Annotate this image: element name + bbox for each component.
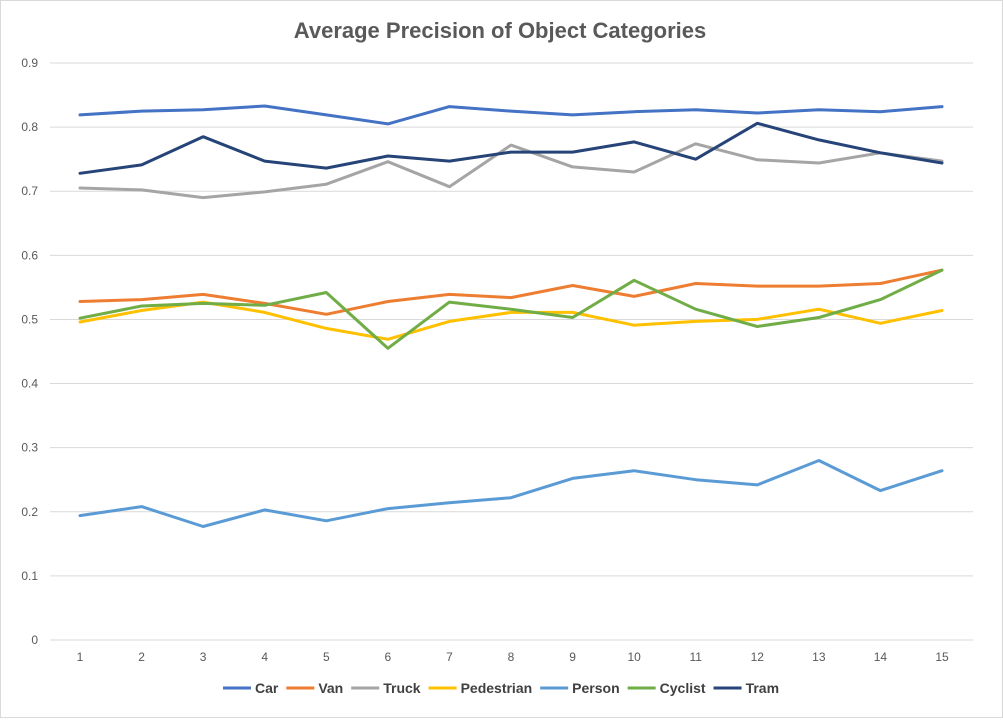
y-tick-label: 0.3 — [21, 441, 38, 455]
y-tick-label: 0.1 — [21, 569, 38, 583]
legend-label-person: Person — [572, 680, 619, 696]
x-tick-label: 8 — [508, 650, 515, 664]
x-tick-label: 6 — [385, 650, 392, 664]
series-lines — [78, 104, 944, 528]
series-line-truck — [78, 142, 944, 200]
x-axis-ticks: 1 2 3 4 5 6 7 8 9 10 11 12 13 14 15 — [77, 650, 949, 664]
y-axis-ticks: 0 0.1 0.2 0.3 0.4 0.5 0.6 0.7 0.8 0.9 — [21, 56, 38, 647]
legend-label-cyclist: Cyclist — [660, 680, 706, 696]
x-tick-label: 2 — [138, 650, 145, 664]
y-tick-label: 0.5 — [21, 312, 38, 326]
chart-title: Average Precision of Object Categories — [294, 18, 706, 43]
legend-label-truck: Truck — [383, 680, 421, 696]
series-line-car — [78, 104, 944, 126]
x-tick-label: 10 — [627, 650, 641, 664]
y-tick-label: 0.4 — [21, 377, 38, 391]
gridlines — [50, 62, 973, 641]
series-line-van — [78, 268, 944, 316]
series-line-person — [78, 459, 944, 528]
y-tick-label: 0 — [31, 633, 38, 647]
x-tick-label: 13 — [812, 650, 826, 664]
x-tick-label: 14 — [874, 650, 888, 664]
x-tick-label: 4 — [261, 650, 268, 664]
x-tick-label: 11 — [689, 650, 702, 664]
x-tick-label: 9 — [569, 650, 576, 664]
series-line-tram — [78, 121, 944, 175]
legend-label-tram: Tram — [746, 680, 779, 696]
legend-label-pedestrian: Pedestrian — [461, 680, 533, 696]
y-tick-label: 0.9 — [21, 56, 38, 70]
legend-label-van: Van — [318, 680, 343, 696]
x-tick-label: 5 — [323, 650, 330, 664]
y-tick-label: 0.8 — [21, 120, 38, 134]
x-tick-label: 7 — [446, 650, 453, 664]
y-tick-label: 0.7 — [21, 184, 38, 198]
x-tick-label: 15 — [935, 650, 949, 664]
legend: Car Van Truck Pedestrian Person Cyclist Tram — [222, 680, 779, 696]
series-line-cyclist — [78, 268, 944, 350]
y-tick-label: 0.6 — [21, 248, 38, 262]
x-tick-label: 1 — [77, 650, 84, 664]
legend-label-car: Car — [255, 680, 279, 696]
x-tick-label: 3 — [200, 650, 207, 664]
series-line-pedestrian — [78, 300, 944, 341]
x-tick-label: 12 — [751, 650, 765, 664]
y-tick-label: 0.2 — [21, 505, 38, 519]
